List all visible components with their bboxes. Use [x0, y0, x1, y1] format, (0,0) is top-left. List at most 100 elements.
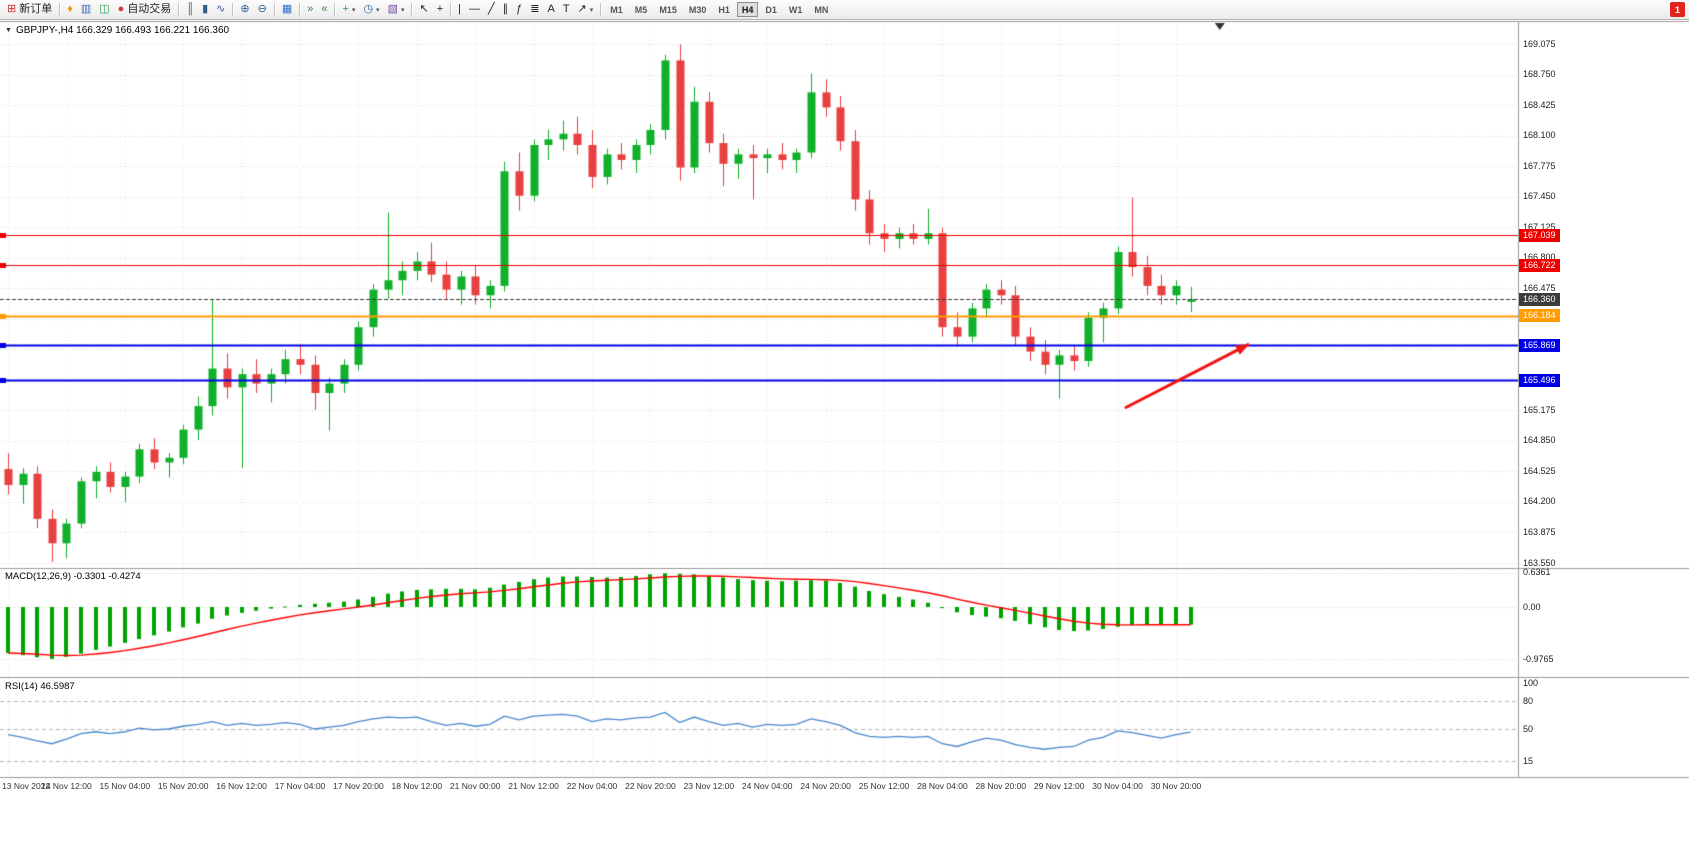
trendline-button[interactable]: ╱: [484, 1, 499, 18]
notification-badge[interactable]: 1: [1670, 2, 1685, 17]
time-tick: 21 Nov 12:00: [508, 781, 559, 791]
chart-shift-button[interactable]: «: [317, 1, 331, 18]
timeframe-m30-button[interactable]: M30: [684, 2, 712, 17]
toolbar-separator: [178, 2, 180, 17]
vertical-line-button[interactable]: |: [454, 1, 465, 18]
arrows-caret-icon: ▾: [589, 6, 594, 14]
templates-button[interactable]: ▧ ▾: [384, 1, 409, 18]
time-tick: 28 Nov 04:00: [917, 781, 968, 791]
hline-price-label[interactable]: 165.496: [1519, 373, 1560, 387]
time-tick: 30 Nov 04:00: [1092, 781, 1143, 791]
indicators-caret-icon: ▾: [351, 6, 356, 14]
data-window-icon: ◫: [99, 3, 110, 15]
main-toolbar: ⊞ 新订单 ♦ ▥ ◫ ● 自动交易 ║ ▮ ∿ ⊕ ⊖ ▦» «+ ▾ ◷ ▾ ▧ ▾ ↖ + | — ╱ ∥ ƒ ≣ A T ↗ ▾ M…: [0, 0, 1689, 20]
timeframe-m15-button[interactable]: M15: [654, 2, 682, 17]
time-tick: 29 Nov 12:00: [1033, 781, 1085, 791]
autotrading-icon: ●: [117, 3, 125, 15]
bar-chart-icon: ║: [186, 3, 195, 15]
rsi-scale-label: 50: [1523, 723, 1534, 734]
price-tick: 166.800: [1523, 252, 1556, 263]
toolbar-separator: [299, 2, 301, 17]
indicators-button[interactable]: + ▾: [338, 1, 359, 18]
text-label-icon: T: [562, 3, 570, 15]
auto-scroll-icon: »: [307, 3, 314, 15]
price-tick: 167.450: [1523, 191, 1556, 202]
announcement-button[interactable]: ♦: [63, 1, 77, 18]
price-tick: 165.175: [1523, 404, 1556, 415]
timeframe-m5-button[interactable]: M5: [630, 2, 653, 17]
autotrading-button[interactable]: ● 自动交易: [114, 1, 176, 18]
timeframe-h4-button[interactable]: H4: [736, 2, 759, 17]
symbol-dropdown-icon[interactable]: ▼: [5, 27, 12, 34]
new-order-icon: ⊞: [7, 3, 17, 15]
fibonacci-button[interactable]: ƒ: [512, 1, 526, 18]
data-window-button[interactable]: ◫: [95, 1, 113, 18]
rsi-label: RSI(14) 46.5987: [5, 681, 75, 692]
cursor-icon: ↖: [419, 3, 429, 15]
chart-area: ▼ GBPJPY-,H4 166.329 166.493 166.221 166…: [0, 20, 1689, 858]
hline-price-label[interactable]: 165.869: [1519, 338, 1560, 352]
time-tick: 23 Nov 12:00: [683, 781, 735, 791]
zoom-out-button[interactable]: ⊖: [254, 1, 271, 18]
time-tick: 24 Nov 04:00: [741, 781, 793, 791]
chart-canvas[interactable]: [0, 20, 1689, 858]
time-tick: 15 Nov 04:00: [99, 781, 151, 791]
bar-chart-button[interactable]: ║: [182, 1, 198, 18]
hline-price-label[interactable]: 167.039: [1519, 228, 1560, 242]
macd-label: MACD(12,26,9) -0.3301 -0.4274: [5, 571, 141, 582]
new-order-button[interactable]: ⊞ 新订单: [3, 1, 56, 18]
templates-icon: ▧: [387, 3, 398, 15]
zoom-in-icon: ⊕: [240, 3, 250, 15]
time-tick: 22 Nov 04:00: [566, 781, 618, 791]
timeframe-m1-button[interactable]: M1: [605, 2, 628, 17]
candlestick-chart-button[interactable]: ▮: [198, 1, 212, 18]
line-chart-icon: ∿: [216, 3, 226, 15]
auto-scroll-button[interactable]: »: [303, 1, 317, 18]
crosshair-button[interactable]: +: [433, 1, 447, 18]
vertical-line-icon: |: [458, 3, 461, 15]
text-label-button[interactable]: T: [559, 1, 574, 18]
price-tick: 167.775: [1523, 160, 1556, 171]
timeframe-mn-button[interactable]: MN: [809, 2, 833, 17]
text-button[interactable]: A: [543, 1, 558, 18]
line-chart-button[interactable]: ∿: [212, 1, 229, 18]
cursor-button[interactable]: ↖: [415, 1, 432, 18]
time-tick: 22 Nov 20:00: [625, 781, 676, 791]
toolbar-separator: [450, 2, 452, 17]
fibonacci-icon: ƒ: [516, 3, 523, 15]
channel-button[interactable]: ∥: [499, 1, 513, 18]
announcement-icon: ♦: [67, 3, 73, 15]
zoom-out-icon: ⊖: [257, 3, 267, 15]
timeframe-w1-button[interactable]: W1: [784, 2, 808, 17]
timeframe-h1-button[interactable]: H1: [713, 2, 735, 17]
chart-shift-icon: «: [321, 3, 328, 15]
time-tick: 28 Nov 20:00: [975, 781, 1027, 791]
hline-price-label[interactable]: 166.184: [1519, 309, 1560, 323]
zoom-in-button[interactable]: ⊕: [236, 1, 253, 18]
horizontal-line-button[interactable]: —: [465, 1, 484, 18]
tile-windows-button[interactable]: ▦: [278, 1, 296, 18]
toolbar-separator: [273, 2, 275, 17]
channel-icon: ∥: [502, 3, 509, 15]
time-tick: 25 Nov 12:00: [858, 781, 910, 791]
market-watch-button[interactable]: ▥: [77, 1, 95, 18]
time-tick: 30 Nov 20:00: [1150, 781, 1202, 791]
time-tick: 15 Nov 20:00: [157, 781, 209, 791]
crosshair-icon: +: [436, 3, 444, 15]
hline-price-label[interactable]: 166.722: [1519, 258, 1560, 272]
periods-icon: ◷: [363, 3, 374, 15]
price-tick: 164.200: [1523, 496, 1556, 507]
toolbar-separator: [59, 2, 61, 17]
candlestick-chart-icon: ▮: [202, 3, 209, 15]
toolbar-separator: [411, 2, 413, 17]
tile-windows-icon: ▦: [281, 3, 293, 15]
time-tick: 16 Nov 12:00: [216, 781, 267, 791]
grid-lines-icon: ≣: [530, 3, 540, 15]
arrows-button[interactable]: ↗ ▾: [574, 1, 598, 18]
timeframe-d1-button[interactable]: D1: [760, 2, 782, 17]
price-tick: 168.100: [1523, 130, 1556, 141]
new-order-label: 新订单: [19, 3, 53, 15]
periods-button[interactable]: ◷ ▾: [359, 1, 383, 18]
price-tick: 164.525: [1523, 465, 1556, 476]
grid-lines-button[interactable]: ≣: [526, 1, 543, 18]
